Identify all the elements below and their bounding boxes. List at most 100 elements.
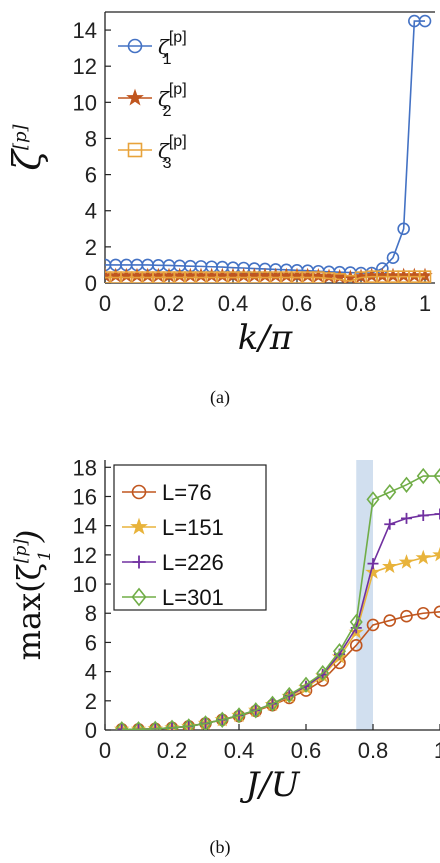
legend-label: L=226 xyxy=(162,550,224,575)
y-tick-label: 12 xyxy=(73,543,97,568)
y-tick-label: 14 xyxy=(73,18,97,43)
data-point xyxy=(182,718,196,730)
data-point xyxy=(432,546,440,562)
data-point xyxy=(384,518,396,530)
data-point xyxy=(386,251,400,265)
data-point xyxy=(418,270,432,283)
data-point xyxy=(232,707,246,724)
legend-label: L=301 xyxy=(162,585,224,610)
data-point xyxy=(433,605,440,619)
x-tick-label: 0.8 xyxy=(358,738,389,763)
legend-marker xyxy=(131,587,147,607)
data-point xyxy=(282,686,296,704)
data-point xyxy=(365,564,381,579)
legend-marker xyxy=(126,88,144,106)
data-point xyxy=(416,606,430,620)
x-tick-label: 0.8 xyxy=(346,291,377,316)
legend-label: ζ[p] 3 xyxy=(158,133,187,172)
y-axis-label: ζ[p] xyxy=(5,123,49,170)
y-tick-label: 8 xyxy=(85,126,97,151)
y-axis-label-sup: [p] xyxy=(10,123,31,150)
y-tick-label: 16 xyxy=(73,484,97,509)
data-point xyxy=(131,721,146,730)
data-point xyxy=(417,509,429,521)
y-axis-label-sup: [p] xyxy=(11,539,31,564)
legend-label-text: L=151 xyxy=(162,515,224,540)
y-tick-label: 10 xyxy=(73,90,97,115)
legend: ζ[p] 1ζ[p] 2ζ[p] 3 xyxy=(118,29,187,172)
legend-label-base: ζ xyxy=(158,87,170,111)
x-tick-label: 1 xyxy=(434,738,440,763)
x-tick-label: 0 xyxy=(99,291,111,316)
panel-caption: (a) xyxy=(210,387,230,408)
legend-label-base: ζ xyxy=(158,139,170,163)
data-point xyxy=(415,549,431,565)
series-line xyxy=(105,275,425,283)
series-line xyxy=(121,475,440,730)
y-tick-label: 4 xyxy=(85,199,97,224)
y-tick-label: 18 xyxy=(73,455,97,480)
legend: L=76 L=151 L=226 L=301 xyxy=(113,464,267,611)
x-tick-label: 0.4 xyxy=(218,291,249,316)
legend-label: ζ[p] 2 xyxy=(158,81,187,120)
data-point xyxy=(416,467,430,485)
data-point xyxy=(401,512,412,524)
data-point xyxy=(249,702,263,719)
legend-label-text: L=226 xyxy=(162,550,224,575)
data-point xyxy=(349,613,363,631)
data-point xyxy=(367,558,379,570)
y-axis-label-base: ζ xyxy=(5,148,49,171)
data-point xyxy=(366,491,380,508)
legend-label-sup: [p] xyxy=(169,81,187,98)
y-tick-label: 8 xyxy=(85,601,97,626)
data-point xyxy=(198,715,213,730)
legend-label-text: L=76 xyxy=(162,480,212,505)
legend-marker xyxy=(127,38,143,54)
y-tick-label: 4 xyxy=(85,660,97,685)
legend-label-base: ζ xyxy=(158,35,170,59)
data-point xyxy=(316,664,330,682)
legend-marker xyxy=(131,484,147,500)
y-tick-label: 0 xyxy=(85,271,97,296)
legend-label: L=151 xyxy=(162,515,224,540)
x-axis-label: k/π xyxy=(238,318,293,358)
data-point xyxy=(215,711,229,728)
y-axis-label-sub: 1 xyxy=(35,550,55,561)
y-tick-label: 10 xyxy=(73,572,97,597)
data-point xyxy=(165,719,179,730)
y-tick-label: 2 xyxy=(85,235,97,260)
y-tick-label: 12 xyxy=(73,54,97,79)
legend-label: ζ[p] 1 xyxy=(158,29,187,68)
data-point xyxy=(433,467,440,485)
data-point xyxy=(383,614,397,627)
legend-label-sup: [p] xyxy=(169,133,187,150)
data-point xyxy=(366,618,380,632)
data-point xyxy=(399,476,414,493)
legend-label: L=76 xyxy=(162,480,212,505)
data-point xyxy=(349,639,363,652)
data-point xyxy=(397,222,410,236)
data-point xyxy=(299,676,313,693)
data-point xyxy=(400,609,413,623)
data-point xyxy=(418,14,432,28)
legend-label-text: L=301 xyxy=(162,585,224,610)
legend-label-sub: 1 xyxy=(163,51,172,68)
data-point xyxy=(383,483,397,501)
x-tick-label: 0.4 xyxy=(224,738,255,763)
legend-marker xyxy=(130,517,148,535)
x-tick-label: 0.2 xyxy=(157,738,188,763)
legend-label-sub: 3 xyxy=(163,155,172,172)
data-point xyxy=(148,720,162,730)
series-line xyxy=(121,610,440,730)
data-point xyxy=(332,643,347,660)
y-tick-label: 14 xyxy=(73,514,97,539)
y-axis-label-base: max(ζ xyxy=(10,563,48,660)
x-tick-label: 0.2 xyxy=(154,291,185,316)
legend-box xyxy=(113,464,267,611)
series-group xyxy=(114,467,440,730)
panel-b: 00.20.40.60.81024681012141618L=76L=151L=… xyxy=(10,455,440,858)
x-tick-label: 1 xyxy=(419,291,431,316)
data-point xyxy=(265,695,280,712)
y-tick-label: 0 xyxy=(85,718,97,743)
